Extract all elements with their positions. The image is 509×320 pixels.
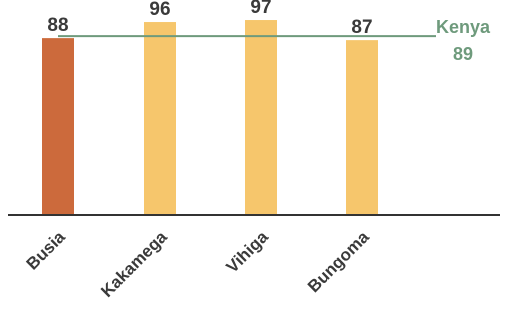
data-label-kakamega: 96 [149,0,170,20]
bars-group [42,20,378,216]
category-label-busia: Busia [23,227,70,274]
reference-line-value: 89 [453,44,473,64]
data-label-bungoma: 87 [351,17,372,38]
reference-line-name: Kenya [436,17,491,37]
category-label-vihiga: Vihiga [223,227,273,277]
bar-busia [42,38,74,216]
category-label-kakamega: Kakamega [97,227,171,301]
bar-bungoma [346,40,378,215]
data-label-vihiga: 97 [250,0,271,18]
category-label-bungoma: Bungoma [304,227,373,296]
bar-vihiga [245,20,277,216]
category-labels-group: Busia Kakamega Vihiga Bungoma [23,227,374,301]
data-label-busia: 88 [47,15,68,36]
value-labels-group: 88 96 97 87 [47,0,372,38]
bar-kakamega [144,22,176,215]
